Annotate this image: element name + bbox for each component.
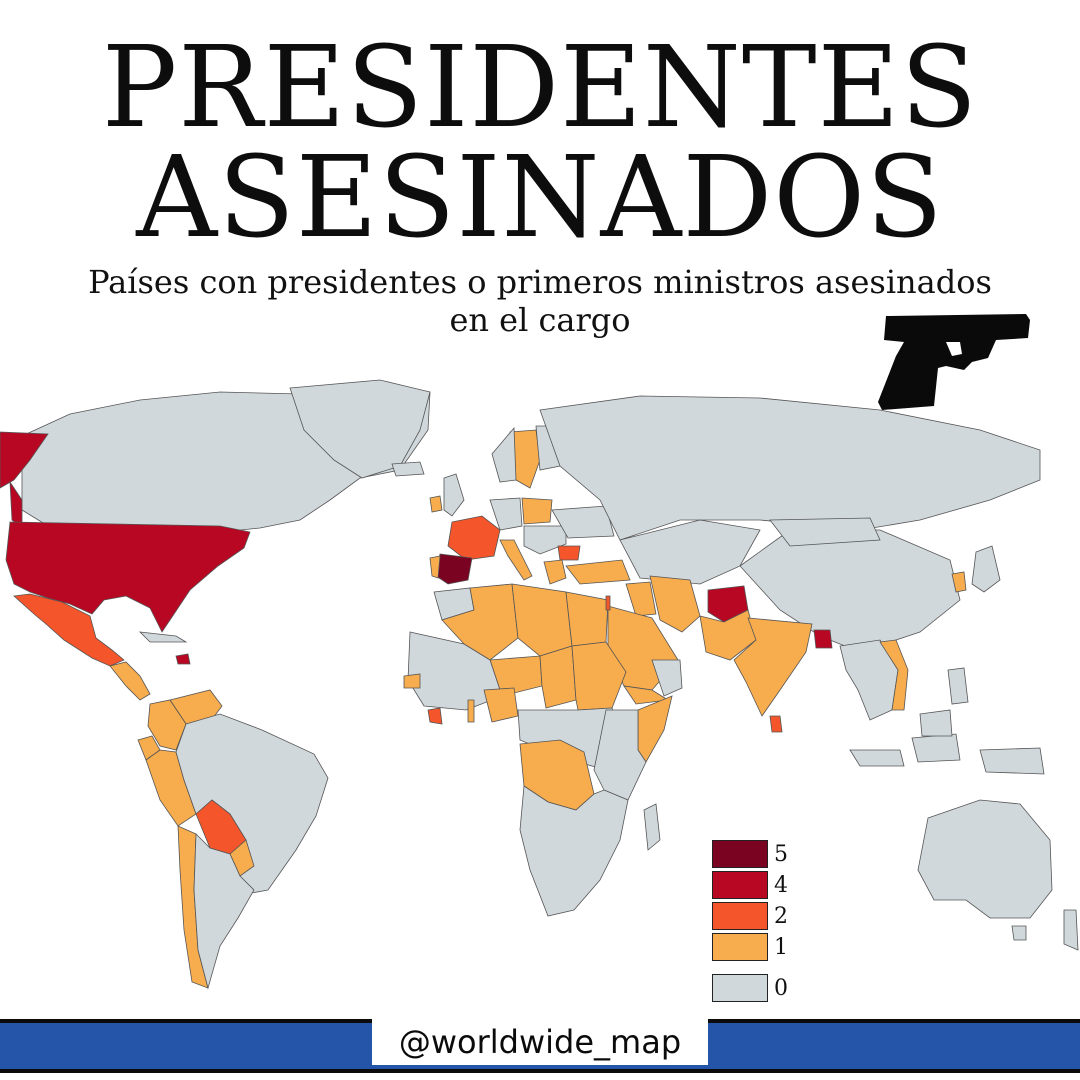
region-oman (651, 659, 683, 697)
region-poland (521, 497, 553, 525)
region-tasmania (1011, 925, 1027, 941)
region-ireland (429, 495, 443, 513)
legend-label-1: 1 (774, 935, 788, 960)
subtitle-line-1: Países con presidentes o primeros minist… (88, 263, 992, 301)
legend-swatch-1 (712, 933, 768, 961)
legend-swatch-4 (712, 871, 768, 899)
region-borneo (919, 709, 953, 737)
region-balkans (523, 525, 567, 555)
region-turkey (565, 559, 631, 585)
social-handle: @worldwide_map (398, 1023, 682, 1061)
region-argentina (193, 833, 255, 990)
region-new-zealand (1063, 909, 1079, 951)
region-japan (971, 545, 1001, 593)
region-libya (511, 583, 573, 657)
region-vietnam (879, 639, 909, 711)
region-indonesia-1 (849, 749, 905, 767)
region-france (447, 515, 501, 561)
region-israel (605, 595, 611, 611)
region-cuba (138, 631, 188, 643)
region-southern-africa (519, 785, 629, 917)
title-line-1: PRESIDENTES (101, 23, 979, 153)
region-alaska-strip (9, 480, 23, 529)
region-east-africa (593, 709, 647, 801)
region-greece (543, 559, 567, 585)
region-iraq (625, 581, 657, 617)
region-colombia (147, 699, 187, 751)
legend-label-5: 5 (774, 842, 788, 867)
region-nigeria (483, 687, 519, 723)
region-uk (443, 473, 465, 517)
region-australia (917, 799, 1053, 919)
region-mexico (13, 593, 125, 667)
pistol-icon (878, 314, 1030, 410)
region-spain (435, 553, 473, 585)
region-bangladesh (813, 629, 833, 649)
region-new-guinea (979, 747, 1045, 775)
region-haiti (175, 653, 191, 665)
region-egypt (565, 591, 609, 647)
region-chad (539, 645, 577, 709)
handle-box: @worldwide_map (372, 1019, 708, 1065)
region-mongolia (769, 517, 881, 547)
region-philippines (947, 667, 969, 705)
region-south-korea (951, 571, 967, 593)
region-ukraine (551, 505, 615, 539)
region-iceland (391, 461, 425, 477)
subtitle-line-2: en el cargo (449, 301, 631, 339)
region-italy (499, 539, 533, 581)
region-germany (489, 497, 523, 531)
legend-label-2: 2 (774, 904, 788, 929)
world-map (0, 379, 1079, 990)
region-norway (491, 426, 517, 483)
legend-swatch-2 (712, 902, 768, 930)
region-senegal (403, 673, 421, 689)
legend-label-4: 4 (774, 873, 788, 898)
region-russia (539, 395, 1041, 541)
legend-swatch-0 (712, 974, 768, 1002)
region-india (733, 617, 813, 717)
region-liberia (427, 707, 443, 725)
region-iran (649, 575, 701, 633)
region-somalia (637, 695, 673, 763)
region-portugal (429, 555, 441, 579)
region-bulgaria (557, 545, 581, 561)
region-madagascar (643, 803, 661, 851)
title-line-2: ASESINADOS (136, 133, 944, 263)
region-united-states (5, 521, 251, 633)
region-indonesia-2 (911, 733, 961, 763)
region-togo (467, 699, 475, 723)
region-sri-lanka (769, 715, 783, 733)
legend-swatch-5 (712, 840, 768, 868)
region-alaska-canada-west (0, 431, 49, 489)
legend-label-0: 0 (774, 976, 788, 1001)
region-central-america (109, 661, 151, 701)
